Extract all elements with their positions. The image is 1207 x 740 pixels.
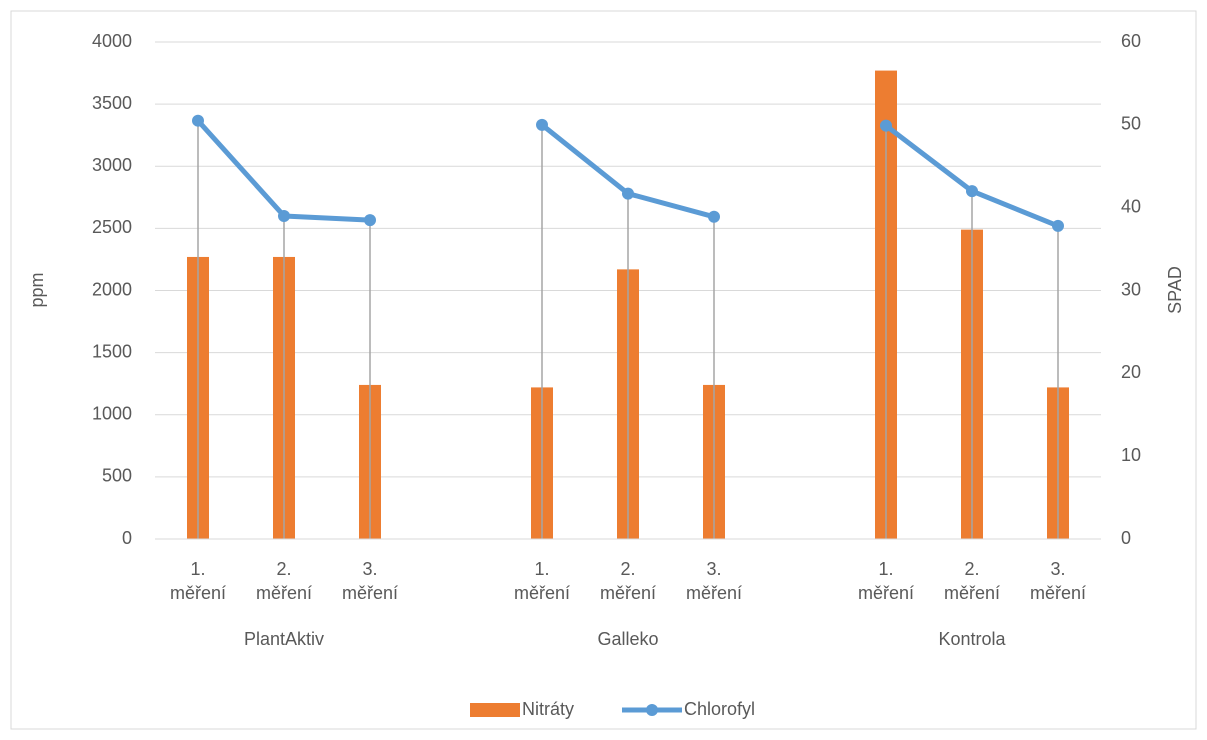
x-tick-label: 2. měření — [943, 559, 1001, 603]
x-tick-label: 3. měření — [685, 559, 743, 603]
marker — [880, 119, 892, 132]
legend-label: Chlorofyl — [684, 699, 755, 719]
x-tick-label: 3. měření — [1029, 559, 1087, 603]
marker — [278, 209, 290, 222]
y2-tick-label: 50 — [1121, 114, 1141, 134]
legend-label: Nitráty — [522, 699, 574, 719]
x-tick-label: 1. měření — [857, 559, 915, 603]
y-tick-label: 2000 — [92, 279, 132, 299]
y-tick-label: 3000 — [92, 155, 132, 175]
y2-tick-label: 40 — [1121, 196, 1141, 216]
x-tick-label: 1. měření — [169, 559, 227, 603]
group-label: Kontrola — [938, 629, 1006, 649]
y-tick-label: 2500 — [92, 217, 132, 237]
marker — [966, 185, 978, 198]
legend-swatch — [470, 703, 520, 717]
y2-axis-title: SPAD — [1165, 266, 1185, 314]
y-tick-label: 1000 — [92, 404, 132, 424]
y2-tick-label: 60 — [1121, 31, 1141, 51]
y-tick-label: 3500 — [92, 93, 132, 113]
x-tick-label: 3. měření — [341, 559, 399, 603]
y-tick-label: 1500 — [92, 341, 132, 361]
marker — [536, 118, 548, 131]
y-axis-title: ppm — [27, 272, 47, 307]
y-tick-label: 4000 — [92, 31, 132, 51]
y2-tick-label: 10 — [1121, 445, 1141, 465]
marker — [622, 187, 634, 200]
y2-tick-label: 0 — [1121, 528, 1131, 548]
x-tick-label: 2. měření — [599, 559, 657, 603]
y-tick-label: 0 — [122, 528, 132, 548]
chart-border — [10, 10, 1197, 730]
y2-tick-label: 20 — [1121, 362, 1141, 382]
group-label: Galleko — [597, 629, 658, 649]
group-label: PlantAktiv — [244, 629, 324, 649]
x-tick-label: 1. měření — [513, 559, 571, 603]
y-tick-label: 500 — [102, 466, 132, 486]
x-tick-label: 2. měření — [255, 559, 313, 603]
marker — [708, 210, 720, 223]
y2-tick-label: 30 — [1121, 279, 1141, 299]
marker — [192, 114, 204, 127]
marker — [364, 214, 376, 227]
legend-marker — [646, 704, 658, 716]
marker — [1052, 219, 1064, 232]
